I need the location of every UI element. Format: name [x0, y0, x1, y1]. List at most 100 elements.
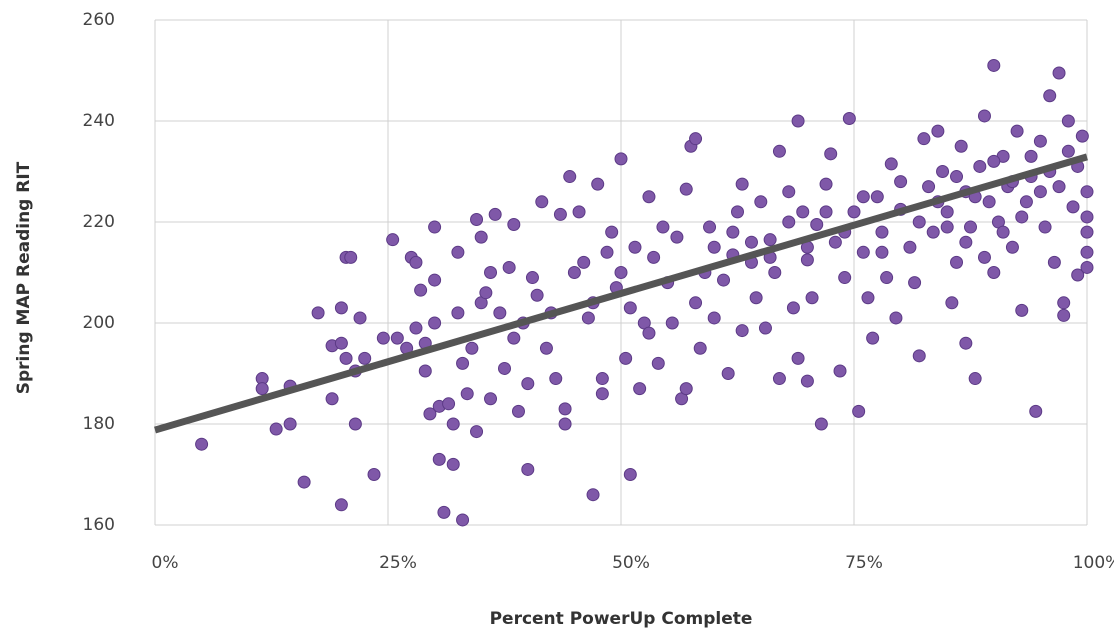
point: [1052, 180, 1066, 194]
point: [600, 245, 614, 259]
point: [842, 111, 856, 125]
point: [931, 124, 945, 138]
point: [195, 437, 209, 451]
point: [390, 331, 404, 345]
point: [884, 157, 898, 171]
point: [782, 215, 796, 229]
point: [721, 367, 735, 380]
x-tick-label: 25%: [379, 553, 417, 573]
x-tick-label: 75%: [845, 553, 883, 573]
point: [1033, 134, 1047, 148]
point: [334, 301, 348, 315]
point: [493, 306, 507, 320]
point: [880, 271, 894, 285]
point: [633, 382, 647, 396]
point: [428, 220, 442, 234]
point: [973, 159, 987, 173]
point: [283, 417, 297, 431]
point: [437, 505, 451, 519]
point: [446, 457, 460, 471]
point: [595, 372, 609, 386]
x-axis-title: Percent PowerUp Complete: [490, 609, 753, 629]
point: [409, 321, 423, 335]
y-tick-label: 180: [83, 414, 115, 434]
point: [977, 109, 991, 123]
point: [539, 341, 553, 355]
point: [572, 205, 586, 219]
point: [1057, 296, 1071, 310]
point: [623, 468, 637, 481]
point: [772, 144, 786, 158]
point: [1052, 66, 1066, 80]
point: [996, 225, 1010, 239]
point: [810, 218, 824, 232]
point: [791, 114, 805, 128]
point: [507, 331, 521, 345]
point: [889, 311, 903, 325]
point: [442, 397, 456, 411]
x-tick-label: 100%: [1073, 553, 1114, 573]
y-axis-title: Spring MAP Reading RIT: [14, 161, 34, 394]
point: [432, 452, 446, 466]
x-tick-label: 0%: [152, 553, 179, 573]
point: [800, 374, 814, 388]
point: [605, 225, 619, 239]
point: [325, 392, 339, 406]
point: [456, 513, 470, 527]
x-tick-label: 50%: [612, 553, 650, 573]
point: [521, 462, 535, 476]
point: [861, 291, 875, 305]
point: [679, 182, 693, 196]
y-tick-label: 220: [83, 212, 115, 232]
point: [689, 132, 703, 146]
point: [367, 468, 381, 481]
point: [418, 364, 432, 378]
point: [409, 255, 423, 269]
point: [707, 311, 721, 325]
point: [456, 356, 470, 370]
point: [376, 331, 390, 345]
point: [535, 195, 549, 209]
point: [553, 207, 567, 221]
point: [665, 316, 679, 330]
point: [940, 205, 954, 219]
point: [796, 205, 810, 219]
point: [423, 407, 437, 421]
point: [856, 190, 870, 204]
point: [1015, 210, 1029, 224]
y-tick-label: 160: [83, 515, 115, 535]
point: [977, 250, 991, 264]
point: [1061, 144, 1075, 158]
point: [642, 190, 656, 204]
point: [945, 296, 959, 310]
point: [894, 175, 908, 189]
point: [847, 205, 861, 219]
point: [484, 392, 498, 406]
point: [656, 220, 670, 234]
point: [670, 230, 684, 244]
point: [912, 215, 926, 229]
point: [768, 266, 782, 279]
point: [1019, 195, 1033, 209]
point: [870, 190, 884, 204]
point: [731, 205, 744, 219]
point: [954, 139, 968, 153]
point: [1038, 220, 1052, 234]
point: [987, 266, 1001, 279]
point: [334, 498, 348, 512]
point: [791, 351, 805, 365]
point: [1005, 240, 1019, 254]
point: [1080, 210, 1094, 224]
point: [1057, 308, 1071, 322]
point: [763, 233, 777, 247]
y-tick-label: 200: [83, 313, 115, 333]
point: [642, 326, 656, 340]
point: [511, 404, 525, 418]
point: [875, 225, 889, 239]
point: [814, 417, 828, 431]
point: [805, 291, 819, 305]
point: [950, 255, 964, 269]
point: [484, 266, 498, 279]
point: [591, 177, 605, 191]
point: [470, 212, 484, 226]
